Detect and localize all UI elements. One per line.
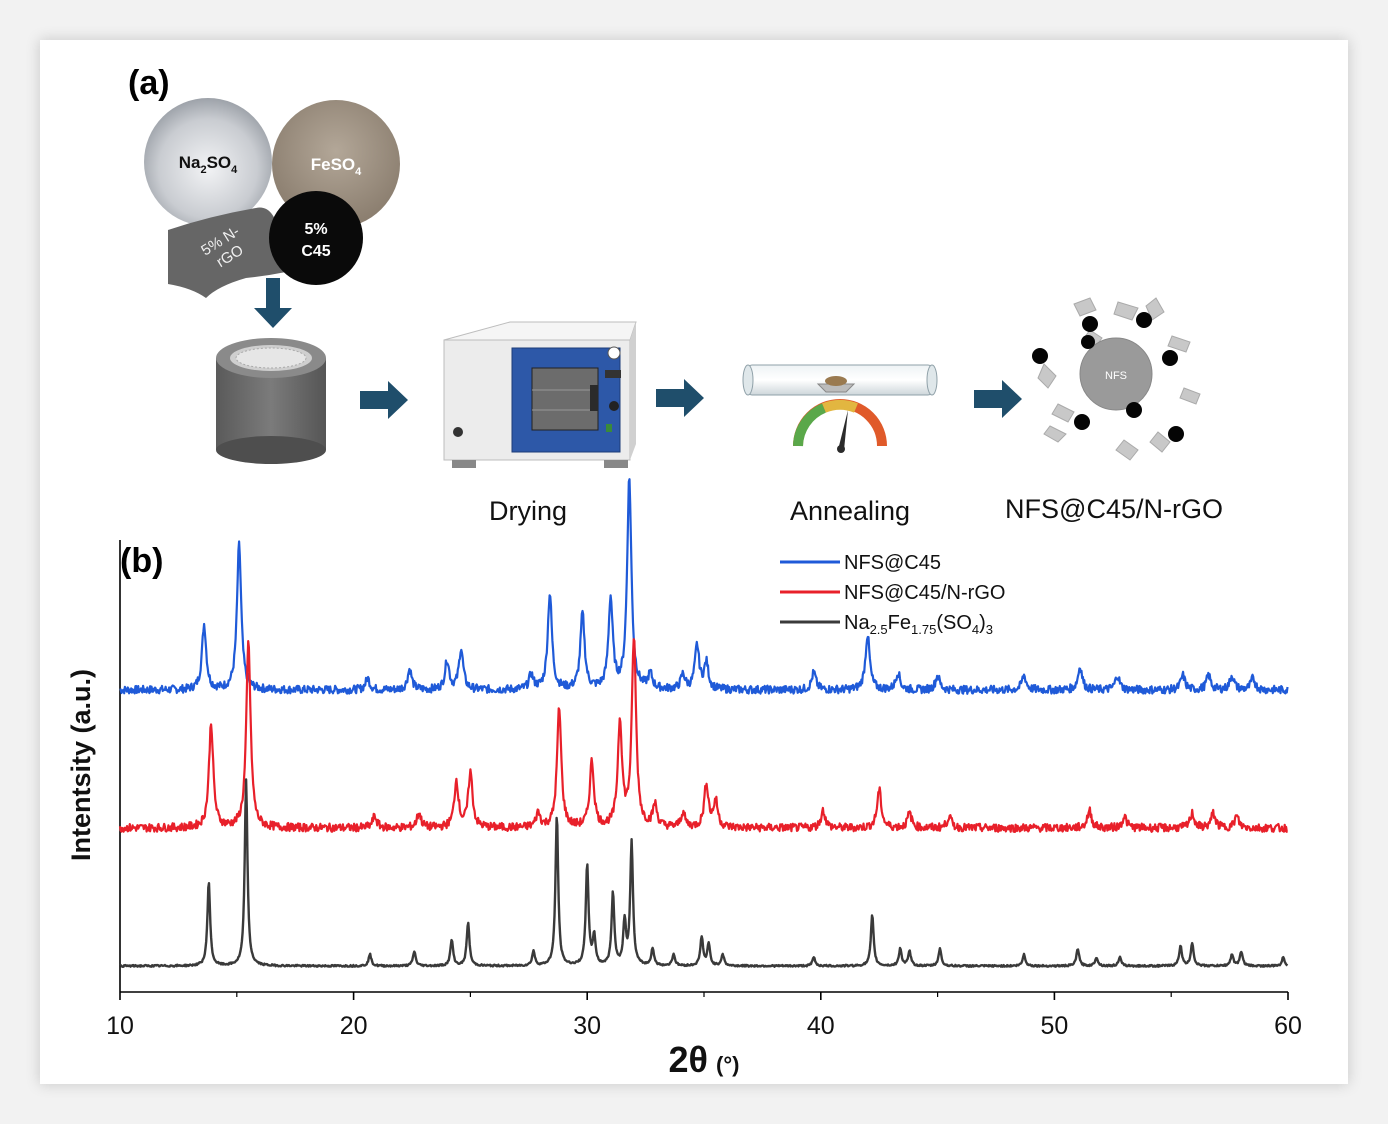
step-annealing-label: Annealing: [790, 496, 910, 526]
milling-jar-icon: [216, 338, 326, 464]
panel-b: (b) 10 20 30 40 50 60 NFS@C45 NFS@C45/N-rGO N…: [66, 478, 1302, 1080]
x-tick-label-60: 60: [1274, 1012, 1302, 1040]
y-axis-title: Intentsity (a.u.): [66, 669, 96, 861]
figure-canvas: (a) FeSO4 Na2SO4 5% N- rGO 5% C45: [66, 64, 1302, 1080]
x-tick-label-30: 30: [573, 1012, 601, 1040]
legend-label-reference: Na2.5Fe1.75(SO4)3: [844, 612, 993, 637]
right-arrow-icon-2: [656, 379, 704, 417]
x-tick-label-20: 20: [340, 1012, 368, 1040]
step-drying-label: Drying: [489, 496, 567, 526]
drying-oven-icon: [443, 321, 637, 468]
x-tick-label-10: 10: [106, 1012, 134, 1040]
figure: (a) FeSO4 Na2SO4 5% N- rGO 5% C45: [40, 40, 1348, 1084]
c45-ball: [269, 191, 363, 285]
series-line-2: [118, 638, 1288, 833]
c45-label-line2: C45: [301, 243, 330, 260]
x-tick-label-50: 50: [1040, 1012, 1068, 1040]
right-arrow-icon-3: [974, 380, 1022, 418]
legend-label-nfs-c45: NFS@C45: [844, 552, 941, 574]
x-axis-title: 2θ: [669, 1039, 708, 1080]
panel-a: (a) FeSO4 Na2SO4 5% N- rGO 5% C45: [128, 64, 1223, 526]
right-arrow-icon-1: [360, 381, 408, 419]
step-product-label: NFS@C45/N-rGO: [1005, 494, 1223, 524]
c45-label-line1: 5%: [304, 221, 327, 238]
na2so4-ball: [144, 98, 272, 226]
nfs-core-label: NFS: [1105, 370, 1127, 382]
down-arrow-icon: [254, 278, 292, 328]
precursor-cluster: FeSO4 Na2SO4 5% N- rGO 5% C45: [144, 98, 400, 298]
nfs-composite-icon: NFS: [1032, 297, 1201, 461]
series-line-1: [119, 478, 1289, 695]
na2so4-label: Na2SO4: [179, 153, 238, 176]
annealing-tube-icon: [742, 364, 938, 453]
x-ticks: 10 20 30 40 50 60: [106, 992, 1302, 1040]
series-layer: [118, 478, 1289, 968]
panel-a-label: (a): [128, 64, 170, 102]
feso4-label: FeSO4: [311, 155, 362, 178]
panel-b-label: (b): [120, 542, 163, 580]
nrgo-sheet: [168, 207, 286, 298]
legend-label-nfs-c45-nrgo: NFS@C45/N-rGO: [844, 582, 1005, 604]
series-line-3: [119, 778, 1289, 968]
x-axis-unit: (°): [716, 1052, 739, 1077]
x-tick-label-40: 40: [807, 1012, 835, 1040]
legend: NFS@C45 NFS@C45/N-rGO Na2.5Fe1.75(SO4)3: [780, 552, 1005, 637]
